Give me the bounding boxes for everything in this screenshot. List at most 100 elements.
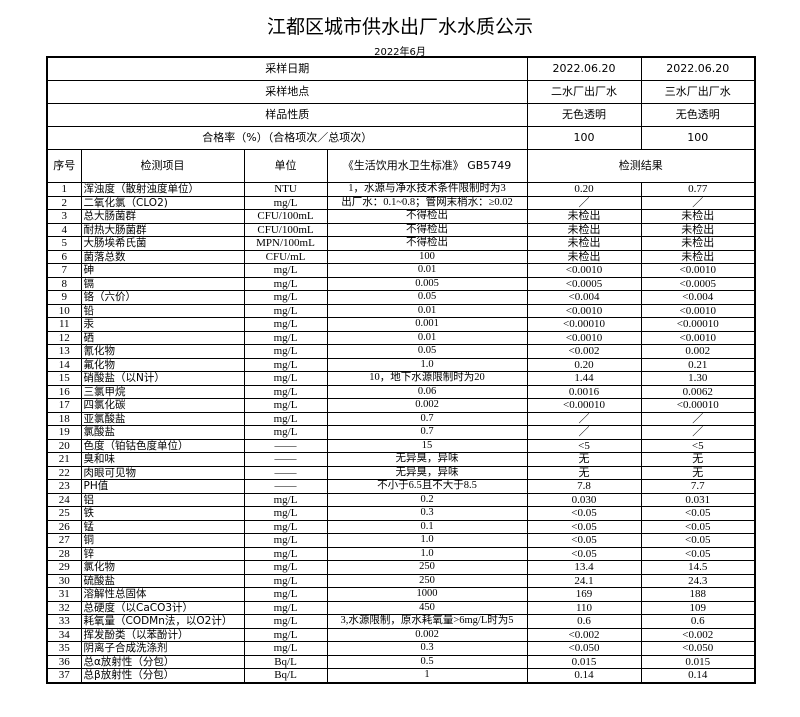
cell-item: 铁 (80, 506, 245, 521)
cell-unit: mg/L (243, 303, 328, 318)
cell-standard: 0.7 (326, 411, 528, 426)
cell-seq: 29 (46, 560, 82, 575)
cell-unit: mg/L (243, 546, 328, 561)
cell-unit: mg/L (243, 425, 328, 440)
cell-unit: mg/L (243, 290, 328, 305)
cell-result-plant-2: ／ (526, 425, 642, 440)
cell-result-plant-3: 24.3 (640, 573, 756, 588)
cell-seq: 1 (46, 182, 82, 197)
table-row: 12 硒 mg/L 0.01 <0.0010 <0.0010 (46, 330, 756, 345)
cell-unit: mg/L (243, 533, 328, 548)
table-row: 34 挥发酚类（以苯酚计） mg/L 0.002 <0.002 <0.002 (46, 627, 756, 642)
cell-seq: 6 (46, 249, 82, 264)
cell-standard: 1.0 (326, 533, 528, 548)
table-row: 14 氟化物 mg/L 1.0 0.20 0.21 (46, 357, 756, 372)
cell-item: 硒 (80, 330, 245, 345)
table-row: 26 锰 mg/L 0.1 <0.05 <0.05 (46, 519, 756, 534)
cell-result-plant-3: <0.004 (640, 290, 756, 305)
header-label: 采样地点 (46, 80, 528, 104)
cell-item: 铜 (80, 533, 245, 548)
cell-seq: 13 (46, 344, 82, 359)
cell-unit: mg/L (243, 519, 328, 534)
table-row: 31 溶解性总固体 mg/L 1000 169 188 (46, 587, 756, 602)
cell-result-plant-2: 未检出 (526, 222, 642, 237)
cell-result-plant-2: 1.44 (526, 371, 642, 386)
table-row: 2 二氧化氯（CLO2) mg/L 出厂水：0.1~0.8；管网末梢水：≥0.02 ／／ (46, 195, 756, 210)
cell-unit: NTU (243, 182, 328, 197)
cell-result-plant-3: 7.7 (640, 479, 756, 494)
cell-item: 总β放射性（分包） (80, 668, 245, 683)
cell-standard: 不得检出 (326, 222, 528, 237)
cell-standard: 0.05 (326, 344, 528, 359)
cell-seq: 26 (46, 519, 82, 534)
cell-result-plant-2: <0.050 (526, 641, 642, 656)
cell-result-plant-3: 0.77 (640, 182, 756, 197)
cell-item: 耗氧量（CODMn法，以O2计） (80, 614, 245, 629)
cell-seq: 20 (46, 438, 82, 453)
cell-seq: 18 (46, 411, 82, 426)
cell-unit: mg/L (243, 371, 328, 386)
cell-standard: 出厂水：0.1~0.8；管网末梢水：≥0.02 (326, 195, 528, 210)
cell-result-plant-3: ／ (640, 411, 756, 426)
cell-item: 氯化物 (80, 560, 245, 575)
table-row: 36 总α放射性（分包） Bq/L 0.5 0.015 0.015 (46, 654, 756, 669)
cell-standard: 0.01 (326, 303, 528, 318)
table-row: 10 铅 mg/L 0.01 <0.0010 <0.0010 (46, 303, 756, 318)
cell-item: 挥发酚类（以苯酚计） (80, 627, 245, 642)
cell-result-plant-3: <0.0010 (640, 303, 756, 318)
cell-standard: 0.001 (326, 317, 528, 332)
cell-result-plant-3: 14.5 (640, 560, 756, 575)
table-row: 9 铬（六价） mg/L 0.05 <0.004 <0.004 (46, 290, 756, 305)
cell-standard: 无异臭，异味 (326, 452, 528, 467)
cell-seq: 31 (46, 587, 82, 602)
cell-standard: 0.3 (326, 506, 528, 521)
cell-result-plant-2: 未检出 (526, 249, 642, 264)
cell-item: 镉 (80, 276, 245, 291)
cell-result-plant-3: ／ (640, 195, 756, 210)
cell-result-plant-3: 188 (640, 587, 756, 602)
table-row: 35 阴离子合成洗涤剂 mg/L 0.3 <0.050 <0.050 (46, 641, 756, 656)
header-value: 无色透明 (640, 103, 756, 127)
cell-result-plant-3: <0.0005 (640, 276, 756, 291)
cell-result-plant-3: 未检出 (640, 236, 756, 251)
cell-result-plant-3: 无 (640, 465, 756, 480)
table-row: 1 浑浊度（散射浊度单位） NTU 1，水源与净水技术条件限制时为3 0.20 0.77 (46, 182, 756, 197)
cell-unit: mg/L (243, 384, 328, 399)
cell-result-plant-2: <5 (526, 438, 642, 453)
cell-unit: mg/L (243, 263, 328, 278)
table-row: 24 铝 mg/L 0.2 0.030 0.031 (46, 492, 756, 507)
cell-unit: mg/L (243, 560, 328, 575)
cell-result-plant-3: 109 (640, 600, 756, 615)
cell-standard: 0.7 (326, 425, 528, 440)
table-row: 30 硫酸盐 mg/L 250 24.1 24.3 (46, 573, 756, 588)
cell-result-plant-2: <0.0010 (526, 303, 642, 318)
cell-result-plant-2: 7.8 (526, 479, 642, 494)
cell-standard: 3,水源限制，原水耗氧量>6mg/L时为5 (326, 614, 528, 629)
cell-standard: 0.06 (326, 384, 528, 399)
cell-item: 汞 (80, 317, 245, 332)
cell-standard: 不得检出 (326, 236, 528, 251)
table-row: 27 铜 mg/L 1.0 <0.05 <0.05 (46, 533, 756, 548)
cell-item: 氟化物 (80, 357, 245, 372)
header-label: 合格率（%）（合格项次／总项次） (46, 126, 528, 150)
cell-standard: 0.3 (326, 641, 528, 656)
cell-result-plant-3: <0.002 (640, 627, 756, 642)
header-row-sample-nature: 样品性质 无色透明 无色透明 (46, 103, 756, 127)
cell-result-plant-3: <0.0010 (640, 330, 756, 345)
cell-result-plant-2: <0.00010 (526, 398, 642, 413)
cell-seq: 21 (46, 452, 82, 467)
header-value: 2022.06.20 (640, 56, 756, 81)
cell-item: 四氯化碳 (80, 398, 245, 413)
cell-unit: mg/L (243, 398, 328, 413)
cell-item: 总硬度（以CaCO3计） (80, 600, 245, 615)
cell-seq: 37 (46, 668, 82, 683)
cell-result-plant-3: <0.05 (640, 546, 756, 561)
cell-result-plant-3: <0.05 (640, 533, 756, 548)
cell-seq: 10 (46, 303, 82, 318)
table-row: 7 砷 mg/L 0.01 <0.0010 <0.0010 (46, 263, 756, 278)
cell-result-plant-2: 0.015 (526, 654, 642, 669)
table-row: 21 臭和味 —— 无异臭，异味无无 (46, 452, 756, 467)
cell-standard: 0.01 (326, 263, 528, 278)
cell-standard: 0.01 (326, 330, 528, 345)
cell-seq: 12 (46, 330, 82, 345)
